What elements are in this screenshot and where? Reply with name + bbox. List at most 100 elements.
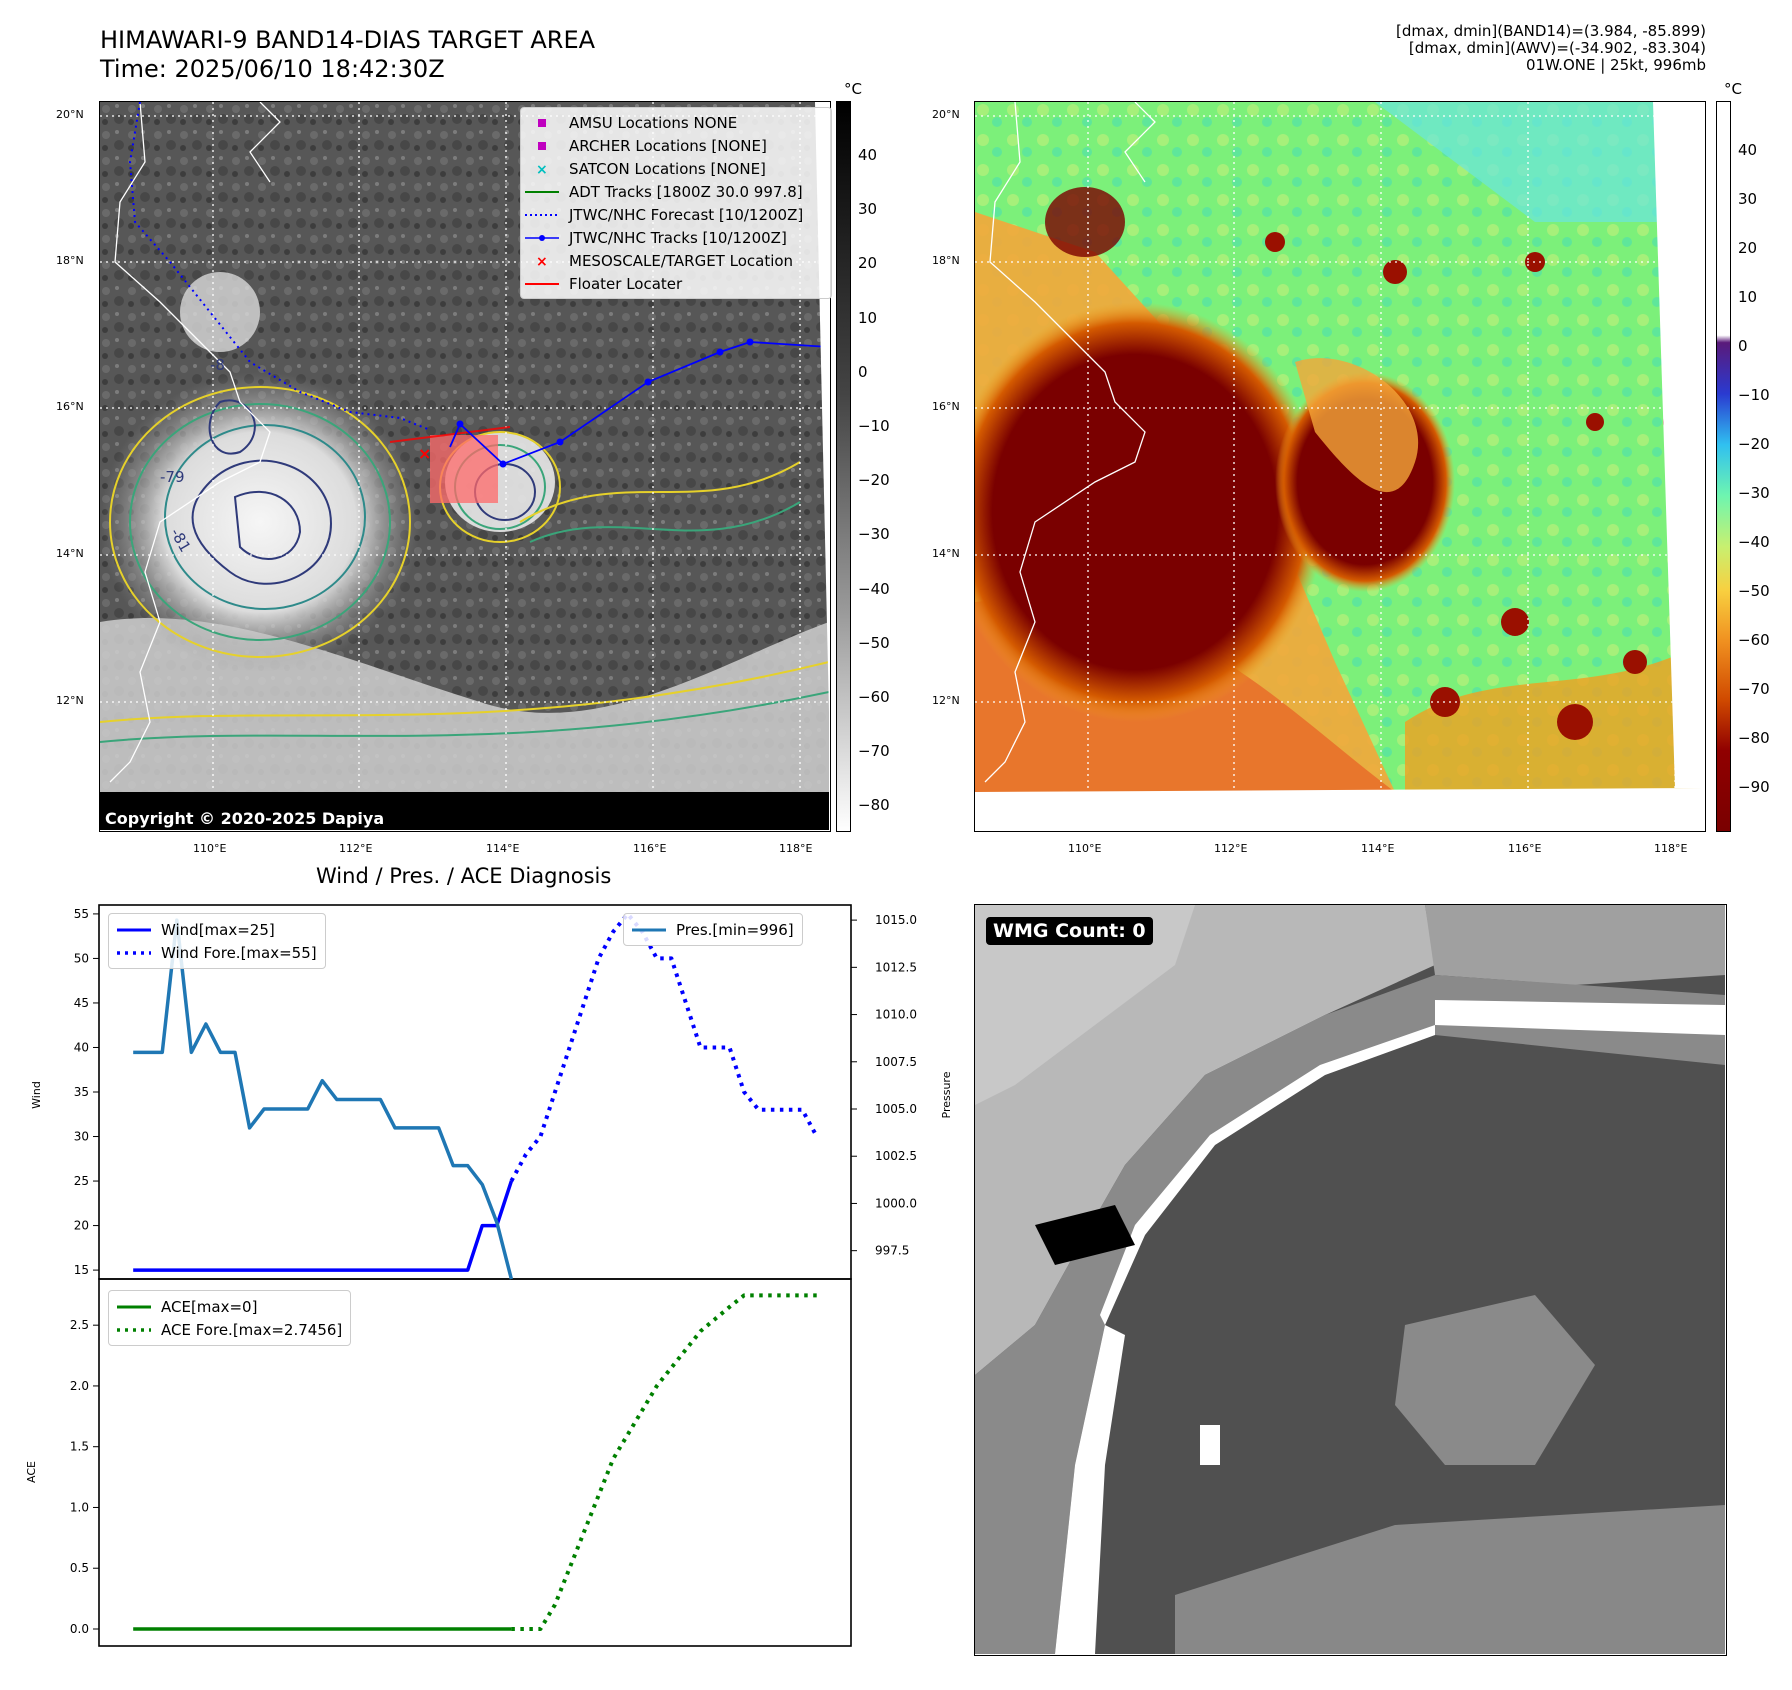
pressure-tick-label: 1000.0 (875, 1196, 917, 1210)
ace-panel-frame (98, 1278, 852, 1647)
legend-swatch (525, 189, 559, 195)
lon-label: 116°E (633, 842, 667, 855)
legend-label: JTWC/NHC Tracks [10/1200Z] (569, 228, 787, 247)
awv-map-image (975, 102, 1704, 830)
wind-forecast-series-line (509, 911, 819, 1183)
pressure-tick-label: 1005.0 (875, 1102, 917, 1116)
lat-label: 16°N (56, 400, 84, 413)
wind-tick-label: 45 (74, 996, 89, 1010)
copyright-label: Copyright © 2020-2025 Dapiya (101, 807, 389, 830)
diagnosis-title: Wind / Pres. / ACE Diagnosis (316, 864, 612, 888)
colorbar-tick-label: 20 (1738, 239, 1758, 257)
lon-label: 112°E (339, 842, 373, 855)
lat-label: 18°N (56, 254, 84, 267)
wmg-image (975, 905, 1725, 1654)
lat-label: 12°N (932, 694, 960, 707)
legend-item: JTWC/NHC Tracks [10/1200Z] (525, 226, 827, 249)
lat-label: 18°N (932, 254, 960, 267)
contour-label: -79 (160, 468, 185, 486)
lat-label: 20°N (932, 108, 960, 121)
colorbar-tick-label: −50 (1738, 582, 1770, 600)
colorbar-tick-label: −40 (858, 579, 890, 598)
ace-forecast-series-line (511, 1293, 817, 1631)
legend-label: ADT Tracks [1800Z 30.0 997.8] (569, 182, 803, 201)
lat-label: 14°N (932, 547, 960, 560)
colorbar-tick-label: 30 (858, 200, 878, 219)
pressure-tick-label: 1015.0 (875, 913, 917, 927)
legend-item: × SATCON Locations [NONE] (525, 157, 827, 180)
colorbar-color (1716, 101, 1731, 832)
ace-axis-label: ACE (25, 1461, 38, 1483)
colorbar-tick-label: 20 (858, 254, 878, 273)
legend-item: × MESOSCALE/TARGET Location (525, 249, 827, 272)
wmg-count-badge: WMG Count: 0 (986, 917, 1153, 945)
ace-legend: ACE[max=0] ACE Fore.[max=2.7456] (108, 1290, 352, 1346)
colorbar-tick-label: −80 (1738, 729, 1770, 747)
wind-tick-label: 50 (74, 951, 89, 965)
lon-label: 116°E (1508, 842, 1542, 855)
info-line-3: 01W.ONE | 25kt, 996mb (1525, 56, 1706, 74)
colorbar-tick-label: 40 (1738, 141, 1758, 159)
legend-item: JTWC/NHC Forecast [10/1200Z] (525, 203, 827, 226)
ace-tick-label: 1.0 (70, 1500, 89, 1514)
colorbar-tick-label: 0 (858, 362, 868, 381)
wind-axis-label: Wind (30, 1081, 43, 1109)
contour-label: -8 (210, 356, 225, 374)
figure-title: HIMAWARI-9 BAND14-DIAS TARGET AREA Time:… (100, 26, 595, 84)
svg-text:×: × (418, 444, 431, 463)
legend-label: ARCHER Locations [NONE] (569, 136, 767, 155)
ace-tick-label: 0.5 (70, 1561, 89, 1575)
colorbar-tick-label: 10 (1738, 288, 1758, 306)
storm-info: [dmax, dmin](BAND14)=(3.984, -85.899) [d… (1396, 23, 1706, 74)
legend-item: ADT Tracks [1800Z 30.0 997.8] (525, 180, 827, 203)
lat-label: 12°N (56, 694, 84, 707)
ir-map-image: × -79 -81 -8 (100, 102, 830, 830)
title-line-2: Time: 2025/06/10 18:42:30Z (100, 55, 445, 83)
lon-label: 114°E (1361, 842, 1395, 855)
legend-swatch: × (525, 163, 559, 175)
map-legend: AMSU Locations NONE ARCHER Locations [NON… (520, 107, 832, 299)
legend-label: SATCON Locations [NONE] (569, 159, 766, 178)
ace-tick-label: 1.5 (70, 1440, 89, 1454)
colorbar-tick-label: 40 (858, 146, 878, 164)
lat-label: 20°N (56, 108, 84, 121)
lon-label: 114°E (486, 842, 520, 855)
colorbar-tick-label: −50 (858, 633, 890, 652)
colorbar-tick-label: 10 (858, 308, 878, 327)
colorbar-tick-label: −80 (858, 796, 890, 815)
colorbar-tick-label: −30 (858, 525, 890, 544)
info-line-2: [dmax, dmin](AWV)=(-34.902, -83.304) (1408, 39, 1706, 57)
colorbar-tick-label: −70 (1738, 680, 1770, 698)
wind-series-line (133, 1180, 514, 1272)
colorbar-tick-label: −20 (1738, 435, 1770, 453)
colorbar-tick-label: −70 (858, 742, 890, 761)
colorbar-tick-label: −30 (1738, 484, 1770, 502)
lon-label: 118°E (1654, 842, 1688, 855)
colorbar-tick-label: −40 (1738, 533, 1770, 551)
colorbar-tick-label: −20 (858, 471, 890, 490)
lon-label: 118°E (779, 842, 813, 855)
title-line-1: HIMAWARI-9 BAND14-DIAS TARGET AREA (100, 26, 596, 54)
colorbar-unit: °C (844, 80, 862, 98)
legend-wind-fore-label: Wind Fore.[max=55] (161, 943, 317, 962)
colorbar-tick-label: −60 (858, 688, 890, 706)
legend-swatch (525, 281, 559, 287)
pressure-legend: Pres.[min=996] (623, 913, 803, 946)
svg-text:×: × (536, 255, 548, 267)
lat-label: 14°N (56, 547, 84, 560)
wind-tick-label: 25 (74, 1174, 89, 1188)
wind-legend: Wind[max=25] Wind Fore.[max=55] (108, 913, 326, 969)
wind-tick-label: 40 (74, 1040, 89, 1054)
legend-swatch (525, 234, 559, 242)
legend-label: MESOSCALE/TARGET Location (569, 251, 794, 270)
lon-label: 110°E (193, 842, 227, 855)
legend-label: Floater Locater (569, 274, 683, 293)
wind-tick-label: 35 (74, 1085, 89, 1099)
ace-tick-label: 2.5 (70, 1318, 89, 1332)
colorbar-gray (836, 101, 851, 832)
legend-item: AMSU Locations NONE (525, 111, 827, 134)
pressure-tick-label: 1012.5 (875, 960, 917, 974)
pressure-tick-label: 1010.0 (875, 1008, 917, 1022)
lat-label: 16°N (932, 400, 960, 413)
svg-text:×: × (536, 163, 548, 175)
